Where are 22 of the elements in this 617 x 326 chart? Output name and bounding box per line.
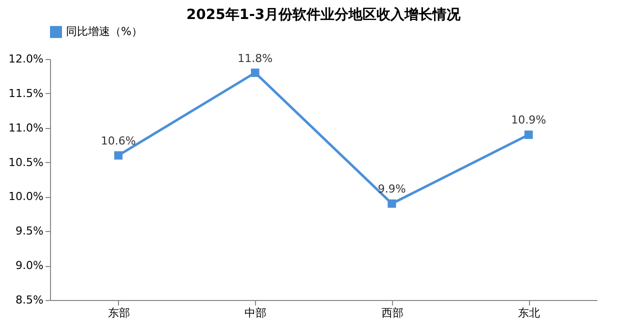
- point: [250, 68, 260, 77]
- x-tick-label: 东部: [108, 306, 130, 320]
- x-tick-label: 中部: [244, 306, 267, 320]
- data-label: 9.9%: [378, 182, 406, 196]
- x-tick-label: 西部: [381, 306, 404, 320]
- data-label: 10.6%: [100, 134, 136, 148]
- chart-title: 2025年1-3月份软件业分地区收入增长情况: [186, 7, 462, 23]
- point: [114, 151, 123, 160]
- legend-label: 同比增速（%）: [66, 25, 142, 38]
- point: [524, 130, 533, 139]
- y-tick-label: 9.5%: [16, 224, 44, 238]
- data-label: 10.9%: [511, 114, 546, 127]
- y-tick-label: 8.5%: [16, 294, 44, 306]
- y-tick-label: 12.0%: [8, 52, 44, 66]
- y-tick-label: 10.0%: [8, 190, 44, 204]
- y-tick-label: 10.5%: [8, 156, 44, 169]
- x-tick-label: 东北: [518, 306, 540, 320]
- point: [388, 199, 396, 208]
- y-tick-label: 9.0%: [16, 259, 44, 272]
- data-label: 11.8%: [238, 52, 273, 65]
- y-tick-label: 11.0%: [8, 121, 44, 134]
- y-tick-label: 11.5%: [8, 86, 44, 100]
